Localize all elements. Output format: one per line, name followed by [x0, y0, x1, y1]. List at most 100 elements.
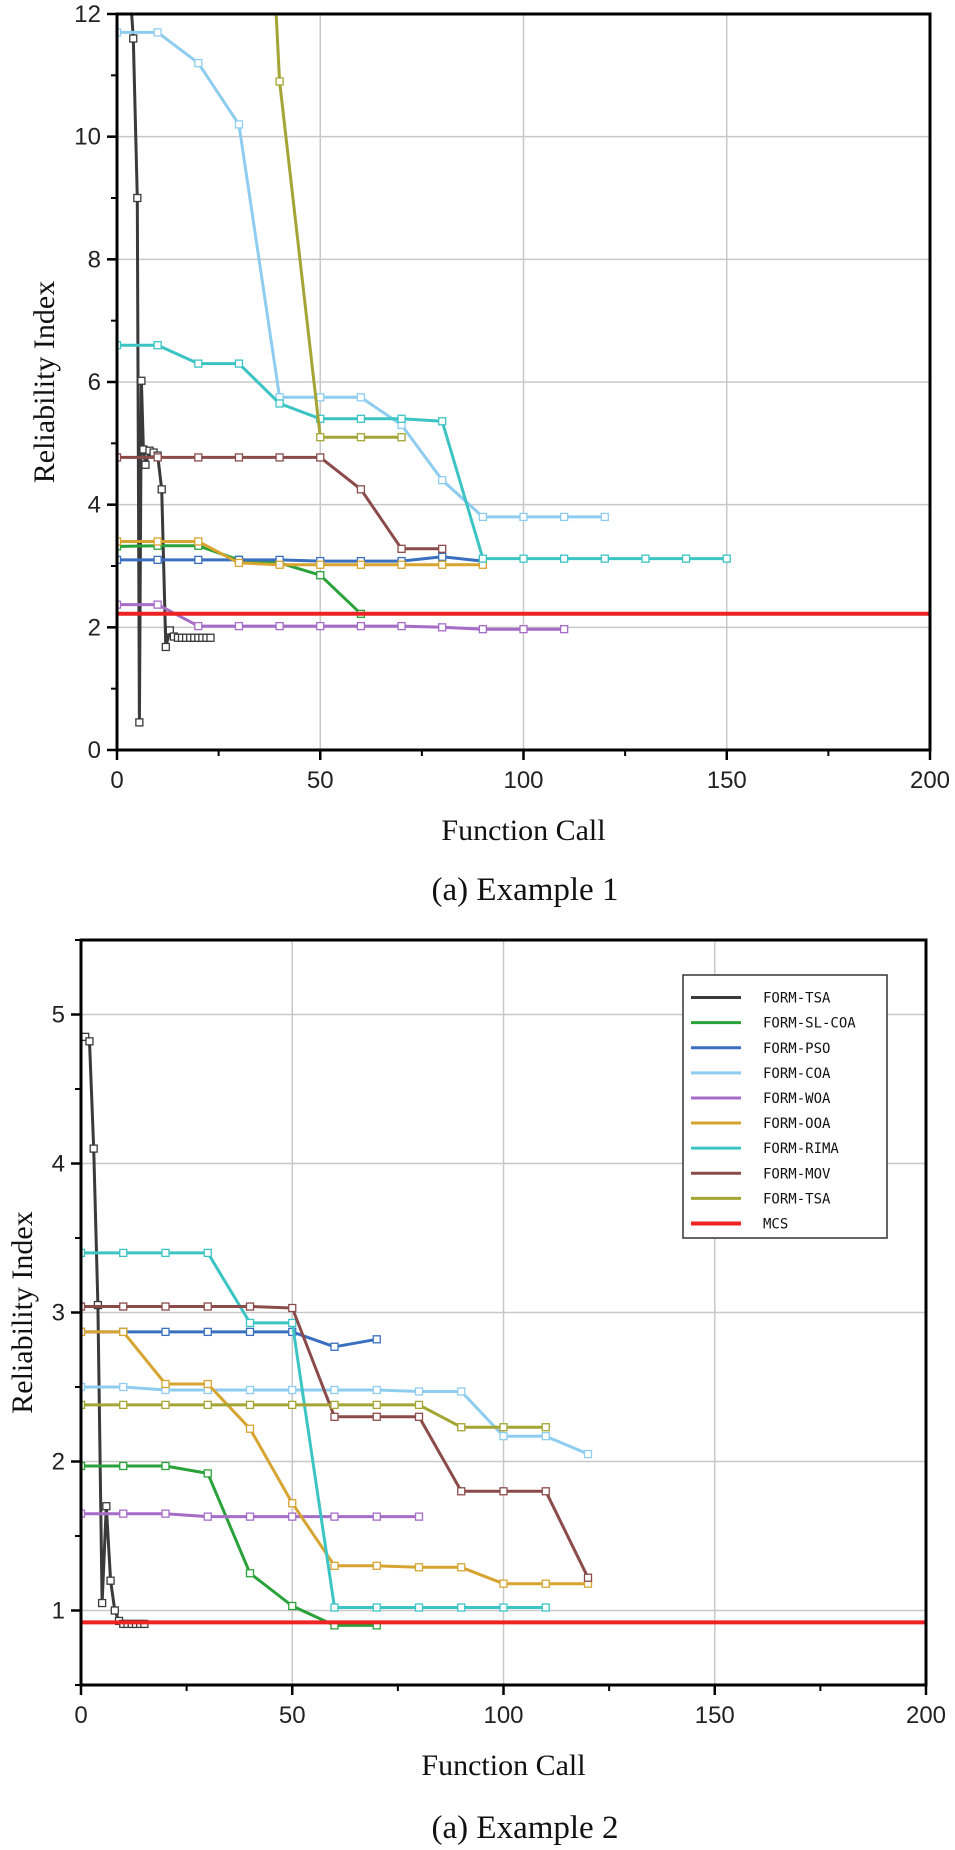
legend-item: FORM-MOV [691, 1166, 831, 1182]
x-axis-title: Function Call [421, 1749, 585, 1782]
data-point [161, 1327, 170, 1337]
x-axis-title: Function Call [441, 814, 605, 847]
data-point [275, 560, 284, 569]
data-point [414, 1412, 424, 1421]
data-point [414, 1563, 424, 1572]
data-point [157, 485, 166, 494]
series-line [274, 14, 402, 439]
data-point [161, 1379, 170, 1389]
data-point [119, 1302, 128, 1311]
data-point [81, 1248, 86, 1258]
data-point [541, 1579, 550, 1588]
data-point [330, 1512, 339, 1521]
data-point [414, 1603, 424, 1612]
data-point [153, 555, 162, 565]
data-point [129, 34, 138, 43]
y-axis: 1 2 3 4 5 [52, 939, 81, 1686]
data-point [153, 28, 162, 37]
data-point [397, 414, 406, 423]
series-form-ooa-5 [81, 1327, 593, 1588]
legend-item: MCS [691, 1216, 788, 1232]
legend-label: FORM-MOV [763, 1166, 831, 1182]
data-point [438, 417, 447, 426]
data-point [372, 1412, 381, 1421]
chart-example-2: 0 50 100 150 200 1 2 3 4 5 Function Call Reliabilit… [6, 938, 946, 1846]
series-form-tsa-0 [81, 1032, 149, 1629]
data-point [245, 1327, 255, 1337]
y-tick-label: 2 [52, 1449, 65, 1476]
legend-label: FORM-OOA [763, 1116, 831, 1132]
data-point [288, 1601, 297, 1611]
series-line [117, 540, 483, 567]
data-point [372, 1512, 381, 1521]
data-point [141, 460, 150, 469]
data-point [372, 1603, 381, 1612]
series-form-pso-2 [81, 1327, 381, 1351]
data-point [194, 58, 203, 68]
series-form-pso-2 [117, 552, 488, 566]
series-line [117, 555, 484, 563]
data-point [316, 453, 325, 462]
data-point [438, 552, 447, 561]
y-axis-title: Reliability Index [28, 281, 61, 483]
data-point [81, 1327, 86, 1337]
data-point [457, 1603, 466, 1612]
data-point [102, 1502, 111, 1511]
data-point [330, 1561, 339, 1570]
data-point [117, 537, 122, 546]
data-point [203, 1400, 212, 1410]
series-form-rima-6 [81, 1248, 550, 1612]
data-point [457, 1487, 466, 1496]
x-tick-label: 150 [695, 1702, 735, 1729]
data-point [600, 554, 609, 563]
data-point [234, 453, 244, 462]
data-point [117, 341, 122, 350]
data-point [275, 77, 284, 86]
legend-item: FORM-WOA [691, 1091, 831, 1107]
x-axis: 0 50 100 150 200 [110, 750, 950, 794]
series-form-woa-4 [81, 1509, 424, 1521]
data-point [356, 485, 366, 494]
data-point [288, 1385, 297, 1395]
data-point [397, 621, 406, 631]
series-form-coa-3 [81, 1382, 593, 1459]
data-point [288, 1499, 297, 1508]
y-tick-label: 5 [52, 1002, 65, 1029]
data-point [457, 1563, 466, 1572]
data-point [245, 1318, 255, 1328]
data-point [81, 1382, 86, 1392]
legend-item: FORM-SL-COA [691, 1016, 856, 1032]
data-point [245, 1385, 255, 1395]
data-point [117, 600, 122, 609]
data-point [161, 1400, 170, 1410]
data-point [81, 1461, 86, 1471]
data-point [457, 1387, 466, 1396]
data-point [541, 1423, 550, 1432]
data-point [106, 1576, 115, 1585]
data-point [541, 1603, 550, 1612]
y-tick-label: 3 [52, 1300, 65, 1327]
data-point [194, 453, 203, 462]
data-point [414, 1512, 424, 1521]
data-point [135, 718, 144, 727]
series-line [81, 1330, 378, 1349]
data-point [161, 642, 170, 652]
series-form-mov-7 [117, 453, 447, 553]
data-point [499, 1423, 508, 1432]
data-point [560, 625, 569, 634]
data-point [119, 1461, 128, 1471]
data-point [397, 560, 406, 569]
data-point [275, 399, 284, 408]
data-point [519, 625, 528, 634]
data-point [541, 1432, 550, 1441]
x-tick-label: 0 [74, 1702, 87, 1729]
data-point [288, 1303, 297, 1313]
data-point [583, 1573, 593, 1582]
data-point [288, 1400, 297, 1410]
data-point [478, 512, 488, 522]
data-point [117, 555, 122, 565]
y-tick-label: 0 [88, 737, 101, 764]
data-point [81, 1302, 86, 1311]
data-point [203, 1379, 212, 1389]
data-point [245, 1400, 255, 1410]
